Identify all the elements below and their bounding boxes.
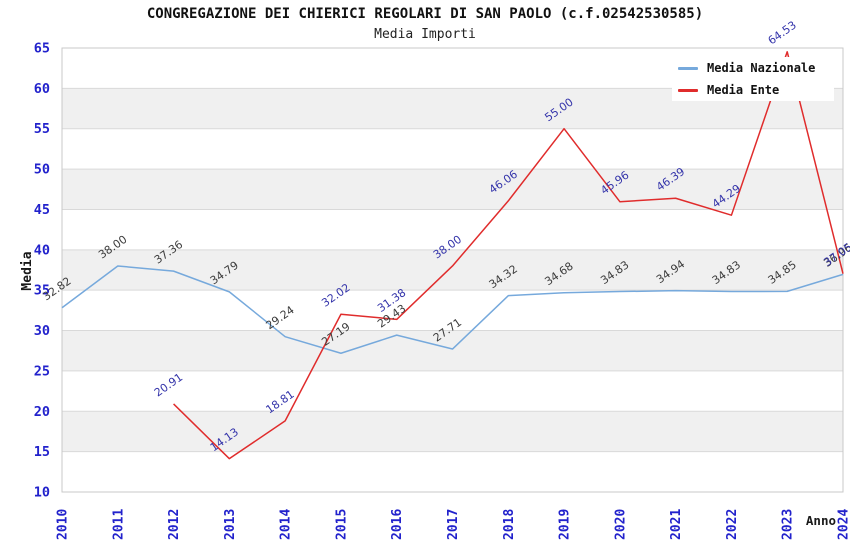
y-axis-tick-label: 50 [34,162,50,178]
x-axis-tick-label: 2020 [613,509,628,540]
y-axis-tick-label: 55 [34,121,50,137]
y-axis-tick-label: 65 [34,41,50,57]
x-axis-tick-label: 2021 [669,509,684,540]
plot-band [62,411,843,452]
legend-item-media-ente: Media Ente [672,81,834,99]
y-axis-tick-label: 30 [34,323,50,339]
legend-item-media-nazionale: Media Nazionale [672,59,834,77]
legend-swatch-media-ente [678,88,698,92]
x-axis-tick-label: 2018 [502,509,517,540]
x-axis-tick-label: 2024 [837,509,850,540]
plot-band [62,169,843,210]
y-axis-tick-label: 15 [34,444,50,460]
y-axis-tick-label: 35 [34,283,50,299]
legend: Media Nazionale Media Ente [672,57,834,101]
y-axis-tick-label: 60 [34,81,50,97]
x-axis-tick-label: 2017 [446,509,461,540]
y-axis-tick-label: 40 [34,242,50,258]
x-axis-tick-label: 2013 [223,509,238,540]
series-line-media-nazionale [61,265,844,354]
x-axis-tick-label: 2014 [279,509,294,540]
chart-title: CONGREGAZIONE DEI CHIERICI REGOLARI DI S… [146,6,704,22]
chart-subtitle: Media Importi [374,27,476,42]
x-axis-tick-label: 2019 [558,509,573,540]
legend-label-media-nazionale: Media Nazionale [707,61,816,75]
x-axis-tick-label: 2012 [167,509,182,540]
y-axis-title: Media [20,251,35,290]
x-axis-tick-label: 2022 [725,509,740,540]
y-axis-tick-label: 20 [34,404,50,420]
x-axis-tick-label: 2011 [111,509,126,540]
plot-band [62,249,843,291]
plot-band [62,330,843,371]
y-axis-tick-label: 10 [34,485,50,501]
series-line-media-ente [173,51,844,460]
x-axis-tick-label: 2015 [334,509,349,540]
legend-label-media-ente: Media Ente [707,83,780,97]
plot-border [61,47,844,493]
y-axis-tick-label: 45 [34,202,50,218]
point-label-media-ente: 64.53 [766,19,799,48]
x-axis-title: Anno [806,513,836,528]
legend-swatch-media-nazionale [678,66,698,70]
x-axis-tick-label: 2023 [781,509,796,540]
y-axis-tick-label: 25 [34,363,50,379]
x-axis-tick-label: 2016 [390,509,405,540]
x-axis-tick-label: 2010 [56,509,71,540]
